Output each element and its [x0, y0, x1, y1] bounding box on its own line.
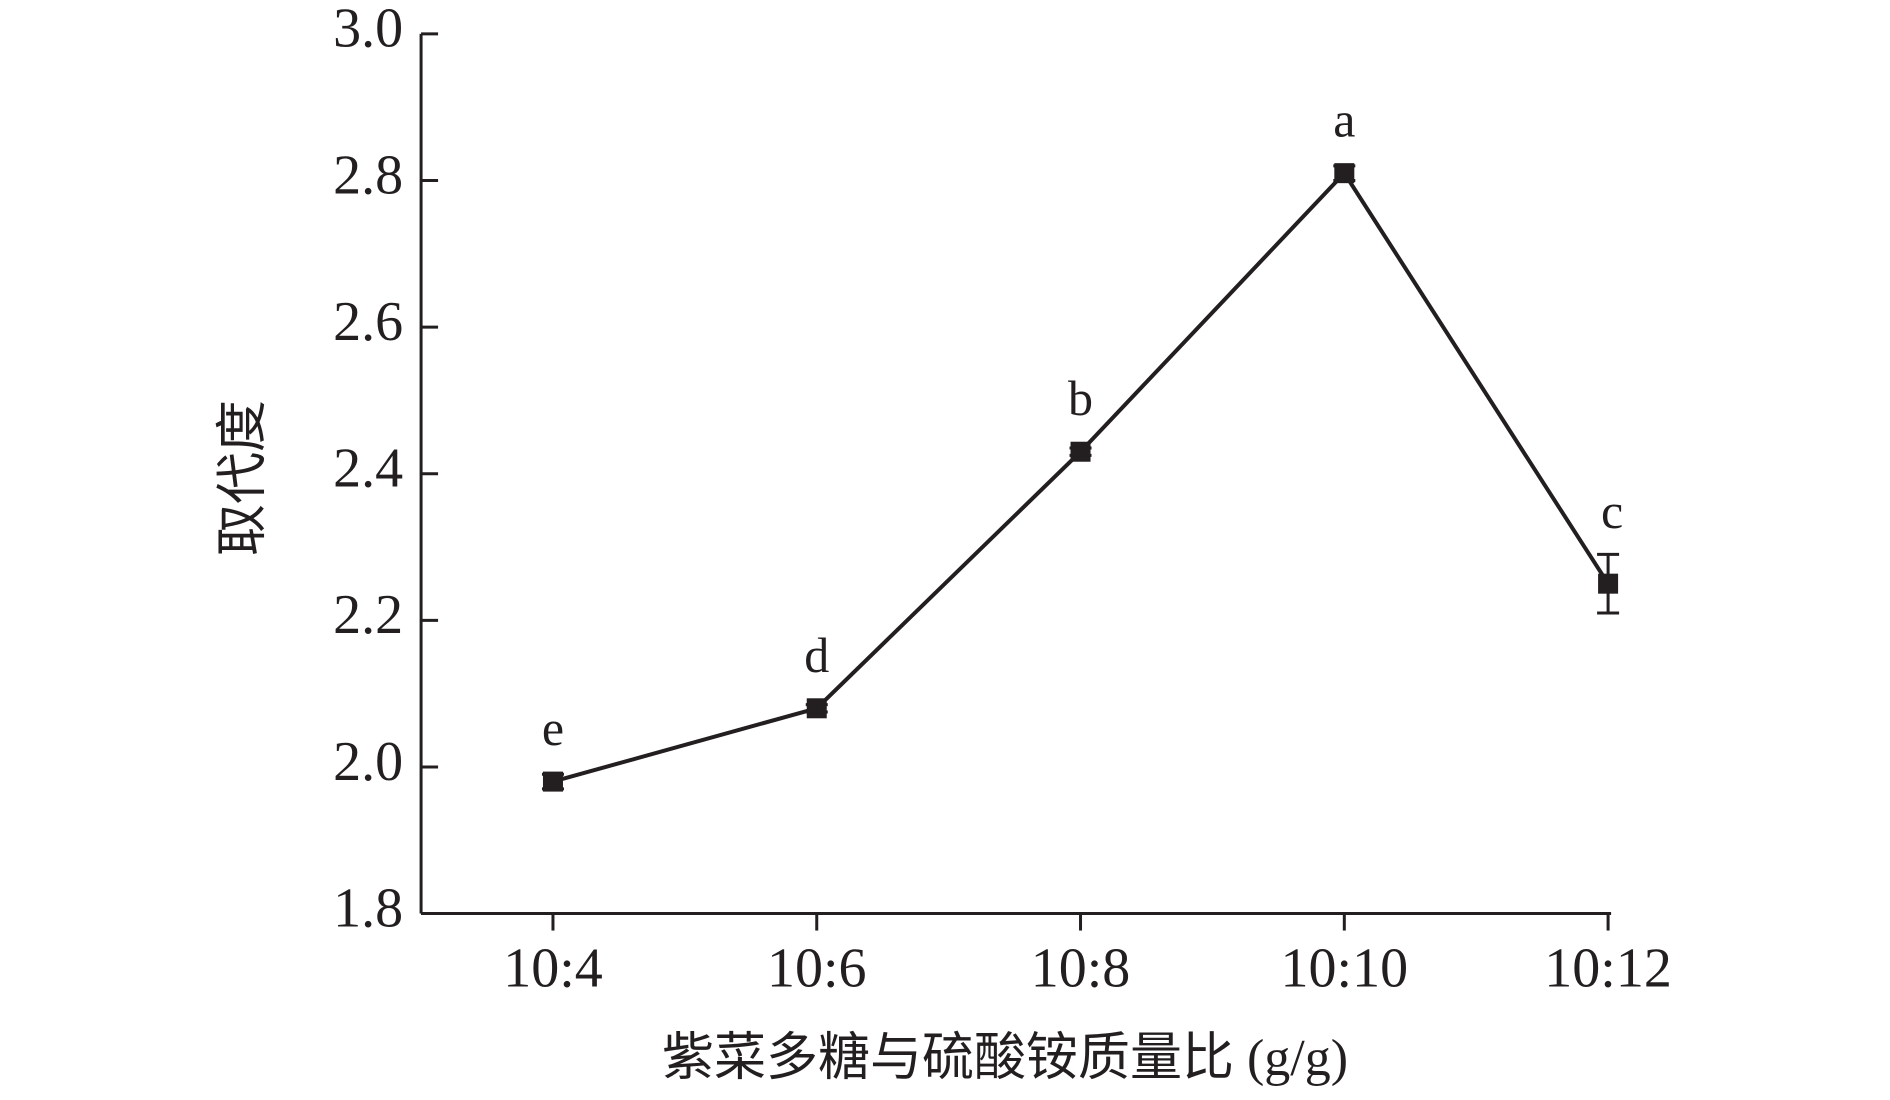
marker [1070, 441, 1091, 462]
y-tick-label: 3.0 [333, 0, 403, 60]
significance-label: d [804, 627, 829, 683]
data-line [552, 169, 1610, 784]
x-tick-label: 10:6 [767, 937, 867, 999]
marker [542, 771, 563, 792]
significance-label: a [1333, 92, 1355, 148]
y-tick-label: 2.4 [333, 438, 403, 500]
significance-label: c [1601, 483, 1623, 539]
x-tick-label: 10:8 [1031, 937, 1131, 999]
y-tick-label: 2.0 [333, 731, 403, 793]
y-tick-label: 2.2 [333, 584, 403, 646]
x-tick-label: 10:10 [1281, 937, 1409, 999]
y-tick-label: 2.8 [333, 144, 403, 206]
x-tick-label: 10:4 [503, 937, 603, 999]
marker [806, 698, 827, 719]
marker [1598, 573, 1619, 594]
y-axis-title: 取代度 [215, 400, 272, 556]
x-tick-label: 10:12 [1544, 937, 1672, 999]
significance-label: e [542, 700, 564, 756]
y-tick-label: 1.8 [333, 877, 403, 939]
y-tick-label: 2.6 [333, 291, 403, 353]
marker [1334, 163, 1355, 184]
significance-label: b [1068, 370, 1093, 426]
x-axis-title: 紫菜多糖与硫酸铵质量比 (g/g) [662, 1030, 1348, 1087]
